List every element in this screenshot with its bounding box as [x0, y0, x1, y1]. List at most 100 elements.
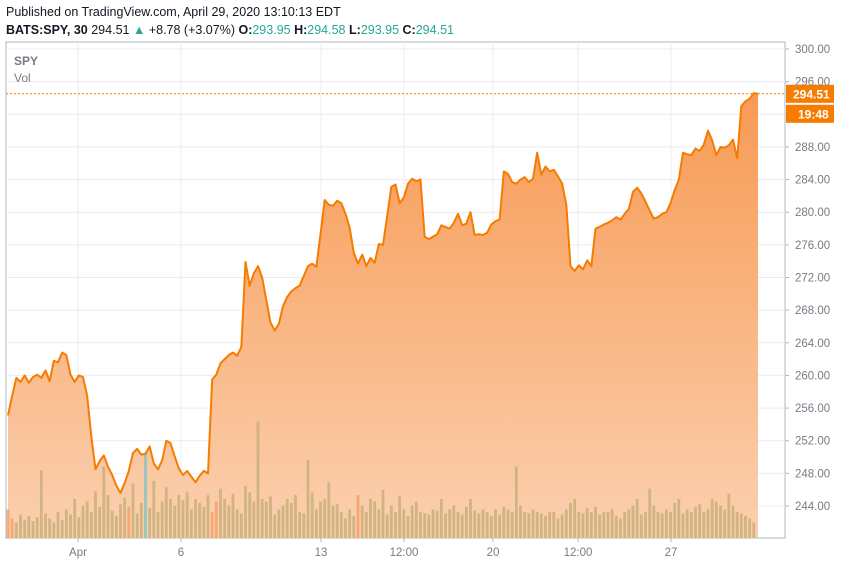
open-value: 293.95 [252, 23, 291, 37]
volume-bar [639, 514, 643, 538]
volume-bar [389, 505, 393, 538]
volume-bar [181, 500, 185, 538]
volume-bar [485, 512, 489, 538]
volume-bar [648, 488, 652, 538]
volume-bar [102, 466, 106, 538]
volume-bar [394, 512, 397, 538]
volume-bar [231, 493, 235, 538]
volume-bar [548, 512, 552, 538]
volume-bar [598, 514, 602, 538]
chart-header: Published on TradingView.com, April 29, … [6, 4, 840, 38]
volume-bar [56, 512, 60, 538]
price-line [7, 92, 759, 494]
volume-bar [489, 515, 493, 538]
volume-bar [373, 501, 377, 538]
volume-bar [660, 513, 664, 538]
x-tick-label: 13 [315, 547, 328, 559]
volume-bar [119, 504, 122, 538]
close-value: 294.51 [415, 23, 454, 37]
volume-bar [281, 505, 285, 538]
volume-bar [239, 513, 243, 538]
y-tick-label: 272.00 [795, 273, 830, 285]
volume-bar [410, 505, 414, 538]
volume-bar [44, 513, 47, 538]
volume-bar [139, 502, 143, 538]
volume-bar [556, 518, 560, 538]
low-label: L: [349, 23, 361, 37]
volume-bar [460, 514, 464, 538]
x-tick-label: 6 [178, 547, 184, 559]
open-label: O: [238, 23, 253, 37]
volume-bar [414, 501, 418, 538]
y-tick-label: 280.00 [795, 207, 830, 219]
volume-bar [27, 515, 31, 538]
volume-bar [169, 499, 172, 538]
volume-bar [327, 482, 331, 538]
last-price-tag-label: 294.51 [793, 87, 830, 101]
volume-bar [110, 510, 114, 538]
volume-bar [714, 501, 718, 538]
volume-bar [735, 512, 739, 538]
y-tick-label: 256.00 [795, 403, 830, 415]
volume-bar [10, 518, 14, 538]
x-tick-label: 12:00 [564, 547, 593, 559]
volume-bar [673, 502, 677, 538]
volume-bar [573, 499, 577, 538]
volume-bar [369, 499, 372, 538]
last-price-tag [786, 84, 834, 103]
volume-bar [339, 512, 343, 538]
volume-bar [131, 483, 135, 538]
volume-bar [314, 509, 318, 538]
volume-bar [89, 512, 93, 538]
volume-bar [585, 508, 589, 538]
volume-bar [39, 470, 43, 538]
volume-bar [310, 492, 314, 538]
volume-bar [523, 512, 527, 538]
volume-bar [694, 506, 697, 538]
volume-bar [335, 504, 339, 538]
volume-bar [514, 466, 518, 538]
low-value: 293.95 [360, 23, 400, 37]
volume-bar [60, 519, 64, 538]
volume-bar [619, 518, 622, 538]
volume-bar [406, 515, 410, 538]
volume-bar [227, 505, 231, 538]
published-line: Published on TradingView.com, April 29, … [6, 5, 341, 19]
volume-bar [202, 506, 206, 538]
x-tick-label: 20 [487, 547, 500, 559]
volume-bar [477, 513, 481, 538]
volume-bar [64, 509, 68, 538]
volume-bar [681, 513, 685, 538]
legend-symbol: SPY [14, 54, 39, 68]
volume-bar [569, 502, 572, 538]
volume-bar [727, 493, 731, 538]
volume-bar [48, 518, 52, 538]
countdown-tag [786, 104, 834, 123]
y-tick-label: 248.00 [795, 468, 830, 480]
volume-bar [623, 512, 627, 538]
price-area [8, 93, 758, 538]
y-tick-label: 260.00 [795, 370, 830, 382]
volume-bar [177, 495, 181, 538]
y-tick-label: 276.00 [795, 240, 830, 252]
volume-bar [273, 514, 277, 538]
volume-bar [31, 521, 35, 538]
volume-bar [185, 492, 189, 538]
volume-bar [323, 499, 327, 538]
volume-bar [402, 509, 406, 538]
volume-bar [581, 513, 585, 538]
volume-bar [560, 514, 564, 538]
up-arrow-icon: ▲ [132, 23, 146, 37]
volume-bar [614, 515, 618, 538]
volume-bar [306, 460, 310, 538]
volume-bar [656, 512, 660, 538]
volume-bar [148, 508, 152, 538]
high-label: H: [294, 23, 308, 37]
volume-bar [198, 502, 202, 538]
volume-bar [435, 510, 439, 538]
x-tick-label: 27 [665, 547, 678, 559]
volume-bar [189, 509, 193, 538]
volume-bar [535, 512, 539, 538]
volume-bar [706, 509, 710, 538]
